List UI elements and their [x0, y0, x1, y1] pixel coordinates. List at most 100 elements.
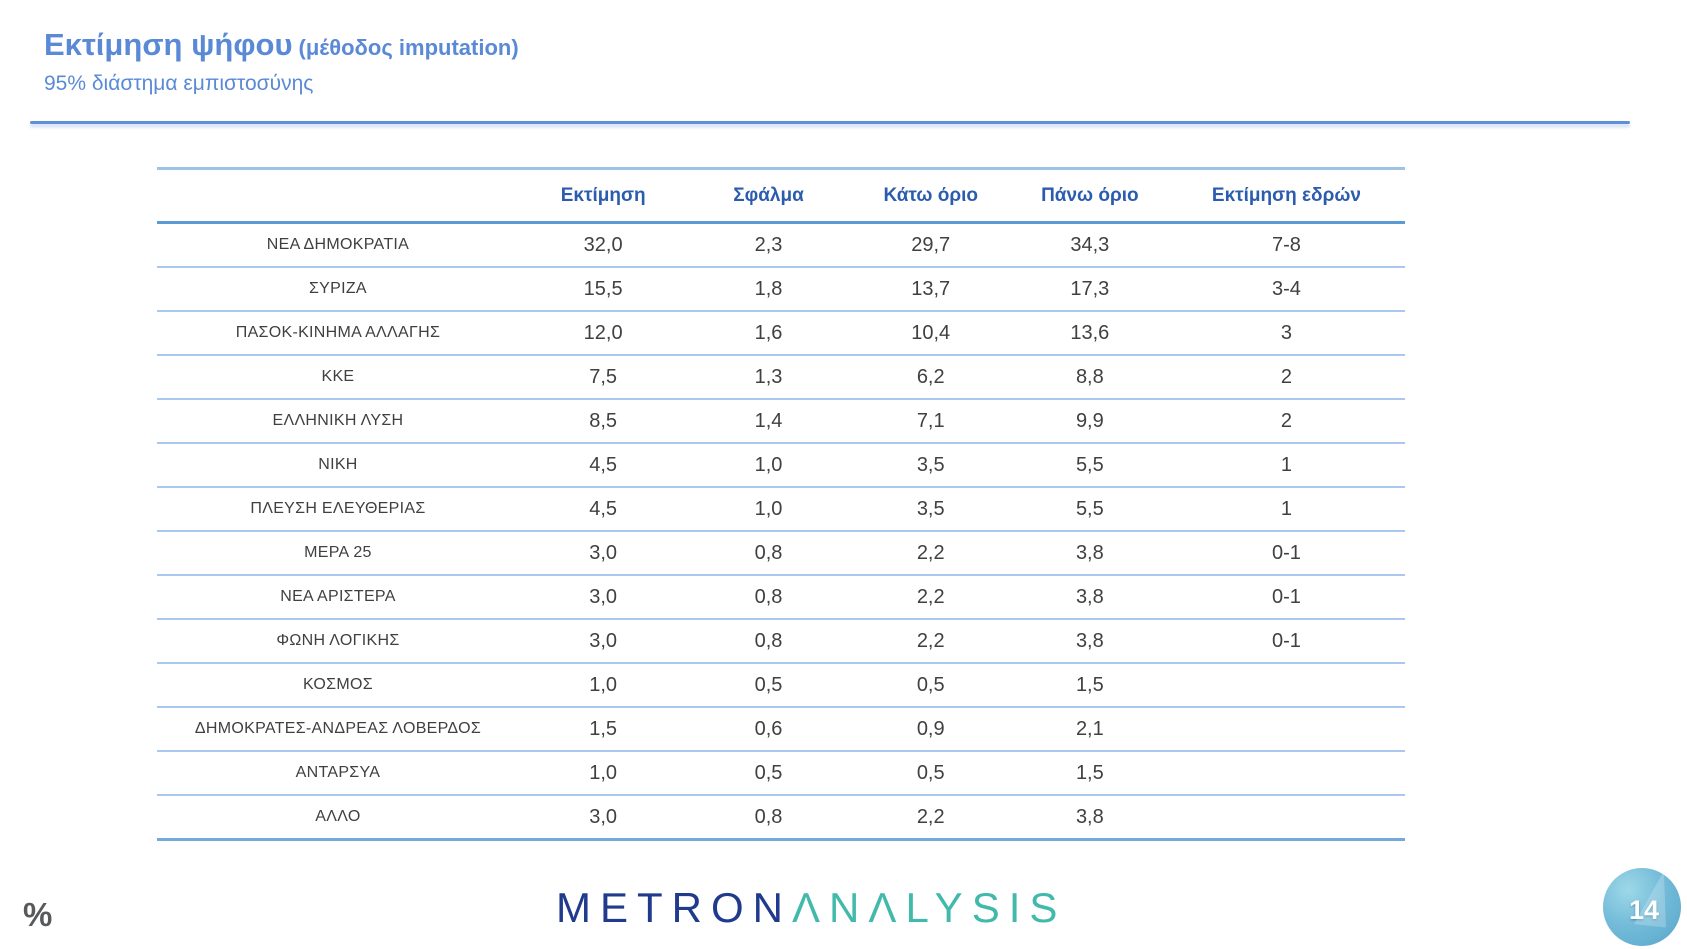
value-cell: [1167, 663, 1405, 708]
value-cell: 3,5: [849, 443, 1012, 488]
table-row: ΦΩΝΗ ΛΟΓΙΚΗΣ 3,0 0,8 2,2 3,8 0-1: [157, 619, 1405, 664]
value-cell: 6,2: [849, 355, 1012, 400]
party-name-cell: ΝΙΚΗ: [157, 443, 519, 488]
column-header: Πάνω όριο: [1011, 167, 1168, 224]
droplet-icon: [1634, 868, 1672, 928]
party-name-cell: ΝΕΑ ΑΡΙΣΤΕΡΑ: [157, 575, 519, 620]
value-cell: 0,9: [849, 707, 1012, 752]
table-row: ΔΗΜΟΚΡΑΤΕΣ-ΑΝΔΡΕΑΣ ΛΟΒΕΡΔΟΣ 1,5 0,6 0,9 2,1: [157, 707, 1405, 752]
value-cell: 32,0: [518, 222, 688, 268]
value-cell: 3,0: [518, 619, 688, 664]
value-cell: 1,0: [518, 751, 688, 796]
table-row: ΑΛΛΟ 3,0 0,8 2,2 3,8: [157, 795, 1405, 841]
value-cell: 7-8: [1167, 222, 1405, 268]
value-cell: 3: [1167, 311, 1405, 356]
table-row: ΣΥΡΙΖΑ 15,5 1,8 13,7 17,3 3-4: [157, 267, 1405, 312]
header-row: Εκτίμηση Σφάλμα Κάτω όριο Πάνω όριο Εκτίμηση…: [157, 167, 1405, 224]
value-cell: 2: [1167, 355, 1405, 400]
value-cell: 3,8: [1011, 619, 1168, 664]
table-head: Εκτίμηση Σφάλμα Κάτω όριο Πάνω όριο Εκτίμηση…: [157, 167, 1405, 224]
title-main: Εκτίμηση ψήφου: [44, 27, 293, 62]
value-cell: 17,3: [1011, 267, 1168, 312]
value-cell: 1: [1167, 487, 1405, 532]
column-header: Σφάλμα: [687, 167, 850, 224]
value-cell: 0,5: [687, 663, 850, 708]
table-row: ΕΛΛΗΝΙΚΗ ΛΥΣΗ 8,5 1,4 7,1 9,9 2: [157, 399, 1405, 444]
value-cell: 9,9: [1011, 399, 1168, 444]
table-row: ΚΚΕ 7,5 1,3 6,2 8,8 2: [157, 355, 1405, 400]
value-cell: 1,3: [687, 355, 850, 400]
table-row: ΜΕΡΑ 25 3,0 0,8 2,2 3,8 0-1: [157, 531, 1405, 576]
party-name-cell: ΠΛΕΥΣΗ ΕΛΕΥΘΕΡΙΑΣ: [157, 487, 519, 532]
value-cell: 3,8: [1011, 531, 1168, 576]
value-cell: 1,8: [687, 267, 850, 312]
value-cell: 0,5: [849, 751, 1012, 796]
title-block: Εκτίμηση ψήφου (μέθοδος imputation) 95% δ…: [44, 26, 519, 96]
value-cell: 3,8: [1011, 575, 1168, 620]
page-number-badge: 14: [1603, 868, 1681, 946]
value-cell: 0-1: [1167, 619, 1405, 664]
table-row: ΠΛΕΥΣΗ ΕΛΕΥΘΕΡΙΑΣ 4,5 1,0 3,5 5,5 1: [157, 487, 1405, 532]
party-name-cell: ΚΟΣΜΟΣ: [157, 663, 519, 708]
value-cell: 13,7: [849, 267, 1012, 312]
value-cell: 2,2: [849, 795, 1012, 841]
value-cell: 8,8: [1011, 355, 1168, 400]
table-row: ΝΕΑ ΔΗΜΟΚΡΑΤΙΑ 32,0 2,3 29,7 34,3 7-8: [157, 222, 1405, 268]
value-cell: 3,5: [849, 487, 1012, 532]
party-name-cell: ΕΛΛΗΝΙΚΗ ΛΥΣΗ: [157, 399, 519, 444]
table-body: ΝΕΑ ΔΗΜΟΚΡΑΤΙΑ 32,0 2,3 29,7 34,3 7-8 ΣΥΡΙΖΑ 15…: [157, 222, 1405, 841]
value-cell: 1,0: [687, 487, 850, 532]
value-cell: 3,0: [518, 575, 688, 620]
value-cell: 1,5: [518, 707, 688, 752]
party-name-cell: ΝΕΑ ΔΗΜΟΚΡΑΤΙΑ: [157, 222, 519, 268]
value-cell: 2,2: [849, 575, 1012, 620]
value-cell: 13,6: [1011, 311, 1168, 356]
value-cell: 3,0: [518, 795, 688, 841]
value-cell: 3-4: [1167, 267, 1405, 312]
value-cell: 2,2: [849, 531, 1012, 576]
value-cell: 34,3: [1011, 222, 1168, 268]
value-cell: 0,8: [687, 795, 850, 841]
poll-table: Εκτίμηση Σφάλμα Κάτω όριο Πάνω όριο Εκτίμηση…: [157, 167, 1405, 841]
party-name-cell: ΜΕΡΑ 25: [157, 531, 519, 576]
value-cell: 15,5: [518, 267, 688, 312]
logo-metron-text: METRON: [556, 884, 792, 931]
value-cell: 0,5: [849, 663, 1012, 708]
value-cell: 10,4: [849, 311, 1012, 356]
column-header: Εκτίμηση εδρών: [1167, 167, 1405, 224]
party-name-cell: ΚΚΕ: [157, 355, 519, 400]
column-header: [157, 167, 519, 224]
value-cell: 7,1: [849, 399, 1012, 444]
value-cell: 8,5: [518, 399, 688, 444]
value-cell: 29,7: [849, 222, 1012, 268]
value-cell: 0,6: [687, 707, 850, 752]
value-cell: [1167, 751, 1405, 796]
value-cell: 2,2: [849, 619, 1012, 664]
page-title: Εκτίμηση ψήφου (μέθοδος imputation): [44, 26, 519, 63]
value-cell: 1,0: [518, 663, 688, 708]
table-row: ΚΟΣΜΟΣ 1,0 0,5 0,5 1,5: [157, 663, 1405, 708]
value-cell: 0,8: [687, 619, 850, 664]
party-name-cell: ΦΩΝΗ ΛΟΓΙΚΗΣ: [157, 619, 519, 664]
table-row: ΝΕΑ ΑΡΙΣΤΕΡΑ 3,0 0,8 2,2 3,8 0-1: [157, 575, 1405, 620]
value-cell: 1,5: [1011, 663, 1168, 708]
subtitle: 95% διάστημα εμπιστοσύνης: [44, 71, 314, 95]
party-name-cell: ΣΥΡΙΖΑ: [157, 267, 519, 312]
value-cell: 1,4: [687, 399, 850, 444]
value-cell: 5,5: [1011, 487, 1168, 532]
table-row: ΠΑΣΟΚ-ΚΙΝΗΜΑ ΑΛΛΑΓΗΣ 12,0 1,6 10,4 13,6 3: [157, 311, 1405, 356]
value-cell: 2,3: [687, 222, 850, 268]
table-row: ΝΙΚΗ 4,5 1,0 3,5 5,5 1: [157, 443, 1405, 488]
logo-analysis-text: ΛΝΛLYSIS: [792, 884, 1067, 931]
party-name-cell: ΑΛΛΟ: [157, 795, 519, 841]
value-cell: 1,0: [687, 443, 850, 488]
page-number: 14: [1628, 894, 1660, 925]
value-cell: 4,5: [518, 487, 688, 532]
percent-unit-label: %: [23, 896, 53, 933]
value-cell: 0,8: [687, 575, 850, 620]
value-cell: 3,0: [518, 531, 688, 576]
value-cell: 3,8: [1011, 795, 1168, 841]
value-cell: 7,5: [518, 355, 688, 400]
value-cell: 2: [1167, 399, 1405, 444]
